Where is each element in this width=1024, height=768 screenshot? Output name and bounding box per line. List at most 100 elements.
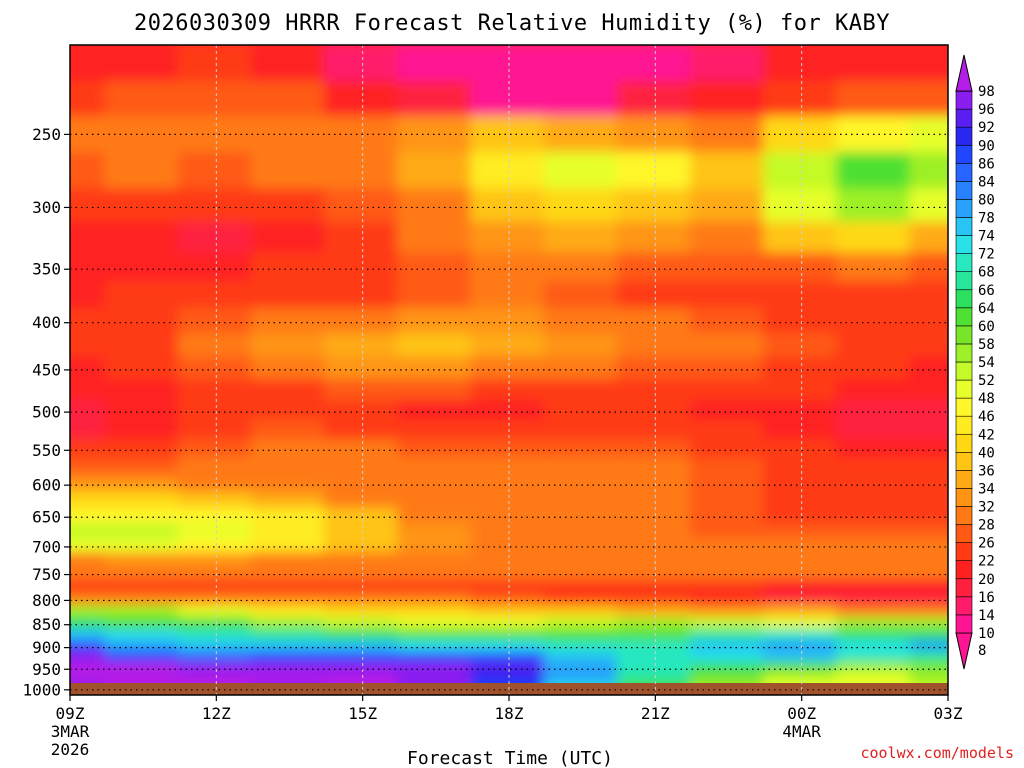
humidity-cell xyxy=(836,281,914,312)
humidity-cell xyxy=(470,604,548,621)
humidity-cell xyxy=(909,682,948,683)
humidity-cell xyxy=(836,457,914,479)
humidity-cell xyxy=(70,579,109,597)
humidity-cell xyxy=(250,45,329,86)
humidity-cell xyxy=(616,537,694,557)
colorbar-label: 52 xyxy=(978,373,995,389)
colorbar-swatch xyxy=(955,524,973,543)
colorbar-label: 34 xyxy=(978,481,995,497)
colorbar-label: 92 xyxy=(978,120,995,136)
y-tick-label: 500 xyxy=(32,403,61,422)
humidity-cell xyxy=(104,682,182,683)
humidity-cell xyxy=(689,604,768,621)
humidity-cell xyxy=(909,281,948,312)
colorbar-swatch xyxy=(955,181,973,200)
humidity-cell xyxy=(70,81,109,121)
colorbar-swatch xyxy=(955,578,973,598)
humidity-cell xyxy=(70,45,109,86)
y-tick-label: 450 xyxy=(32,360,61,379)
humidity-cell xyxy=(543,151,621,193)
humidity-cell xyxy=(763,457,841,479)
humidity-cell xyxy=(250,252,329,286)
humidity-cell xyxy=(104,491,182,512)
colorbar-swatch xyxy=(955,325,973,345)
humidity-cell xyxy=(397,552,475,570)
humidity-cell xyxy=(543,579,621,597)
colorbar-label: 64 xyxy=(978,301,995,317)
colorbar-label: 26 xyxy=(978,536,995,552)
humidity-cell xyxy=(397,565,475,584)
x-tick-date-label: 3MAR xyxy=(51,722,90,741)
credit-text: coolwx.com/models xyxy=(860,744,1014,762)
colorbar-label: 58 xyxy=(978,337,995,353)
humidity-cell xyxy=(543,522,621,542)
colorbar-top-arrow xyxy=(955,54,973,92)
humidity-cell xyxy=(543,333,621,361)
humidity-cell xyxy=(909,579,948,597)
humidity-cell xyxy=(909,116,948,156)
humidity-cell xyxy=(397,439,475,462)
humidity-cell xyxy=(324,552,402,570)
humidity-cell xyxy=(836,537,914,557)
humidity-cell xyxy=(836,522,914,542)
humidity-cell xyxy=(689,221,768,257)
humidity-cell xyxy=(397,188,475,226)
humidity-cell xyxy=(104,116,182,156)
humidity-cell xyxy=(836,81,914,121)
humidity-cell xyxy=(836,420,914,444)
humidity-cell xyxy=(397,474,475,496)
humidity-cell xyxy=(70,592,109,609)
y-tick-label: 850 xyxy=(32,615,61,634)
humidity-cell xyxy=(70,672,109,683)
y-tick-label: 350 xyxy=(32,260,61,279)
humidity-cell xyxy=(104,81,182,121)
humidity-cell xyxy=(909,333,948,361)
humidity-cell xyxy=(177,604,255,621)
humidity-cell xyxy=(397,307,475,338)
humidity-cell xyxy=(397,507,475,527)
humidity-cell xyxy=(543,457,621,479)
humidity-cell xyxy=(397,420,475,444)
colorbar-swatch xyxy=(955,415,973,435)
humidity-cell xyxy=(616,457,694,479)
colorbar-swatch xyxy=(955,506,973,525)
colorbar-label: 14 xyxy=(978,608,995,624)
colorbar-label: 28 xyxy=(978,518,995,534)
humidity-cell xyxy=(543,45,621,86)
colorbar-swatch xyxy=(955,289,973,309)
humidity-cell xyxy=(689,188,768,226)
y-tick-label: 900 xyxy=(32,638,61,657)
humidity-cell xyxy=(250,281,329,312)
humidity-cell xyxy=(543,116,621,156)
y-tick-label: 250 xyxy=(32,125,61,144)
humidity-cell xyxy=(250,457,329,479)
humidity-cell xyxy=(909,491,948,512)
colorbar-swatch xyxy=(955,614,973,634)
humidity-cell xyxy=(104,604,182,621)
humidity-cell xyxy=(104,579,182,597)
colorbar-label: 48 xyxy=(978,391,995,407)
humidity-cell xyxy=(250,604,329,621)
humidity-cell xyxy=(397,457,475,479)
humidity-cell xyxy=(104,537,182,557)
humidity-cell xyxy=(397,537,475,557)
humidity-cell xyxy=(836,507,914,527)
humidity-cell xyxy=(397,378,475,404)
x-axis-title: Forecast Time (UTC) xyxy=(407,748,613,768)
x-tick-date-label: 4MAR xyxy=(782,722,821,741)
humidity-cell xyxy=(104,457,182,479)
humidity-cell xyxy=(836,672,914,683)
humidity-cell xyxy=(689,252,768,286)
colorbar-label: 80 xyxy=(978,192,995,208)
humidity-cell xyxy=(70,378,109,404)
humidity-cell xyxy=(909,604,948,621)
colorbar-label: 90 xyxy=(978,138,995,154)
humidity-cell xyxy=(104,188,182,226)
colorbar-label: 66 xyxy=(978,283,995,299)
humidity-cell xyxy=(104,356,182,383)
humidity-cell xyxy=(177,507,255,527)
x-tick-label: 18Z xyxy=(495,704,524,723)
humidity-cell xyxy=(104,552,182,570)
humidity-cell xyxy=(70,457,109,479)
humidity-cell xyxy=(250,116,329,156)
